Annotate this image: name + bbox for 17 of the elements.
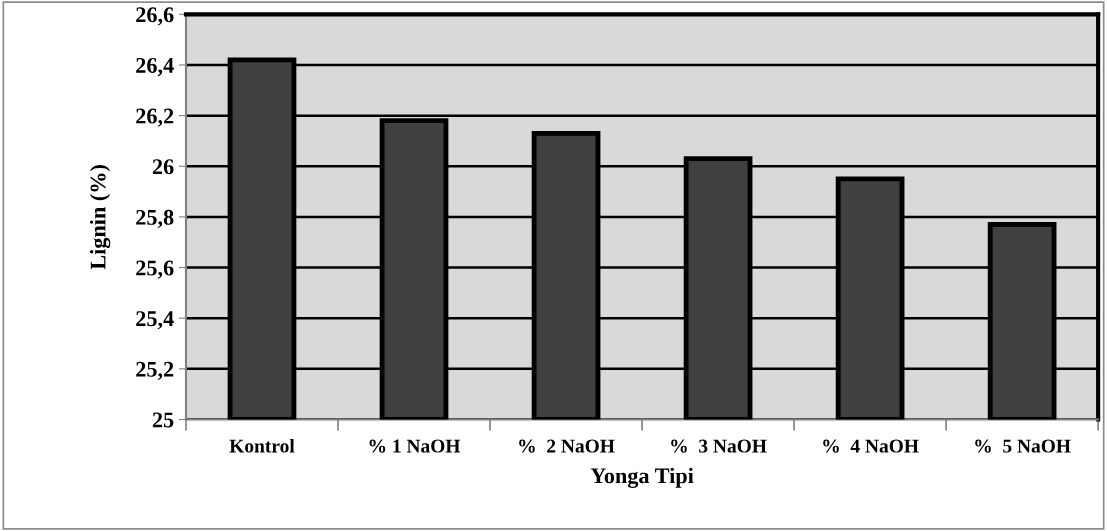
y-tick-label: 26,6 [136,7,174,26]
x-tick-label: % 2 NaOH [519,439,615,453]
y-tick-label: 25,8 [136,209,174,229]
y-axis-title: Lignin (%) [89,165,111,270]
x-tick-label: % 1 NaOH [369,439,461,453]
y-tick-label: 25,2 [136,361,174,380]
x-axis-title: Yonga Tipi [590,467,694,489]
x-tick-label: % 4 NaOH [823,439,919,453]
x-tick-label: % 3 NaOH [671,439,767,453]
x-tick-label: % 5 NaOH [975,439,1071,453]
x-tick-label: Kontrol [229,438,295,453]
y-tick-label: 26,4 [136,57,174,77]
y-tick-label: 25,4 [136,311,174,330]
y-tick-label: 25 [152,412,174,428]
y-tick-label: 25,6 [136,260,174,279]
y-tick-label: 26 [152,159,174,175]
y-tick-label: 26,2 [136,108,174,127]
